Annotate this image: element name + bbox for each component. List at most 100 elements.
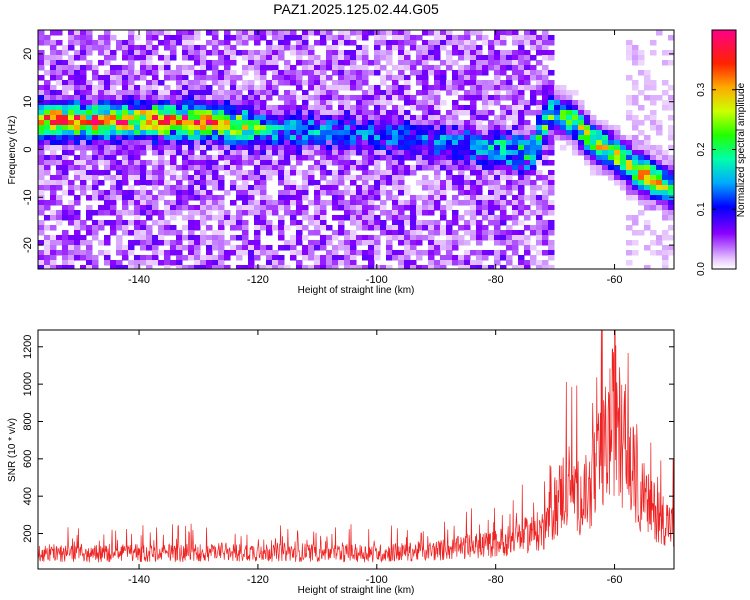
heatmap-cell xyxy=(272,265,279,269)
heatmap-cell xyxy=(326,45,333,51)
heatmap-cell xyxy=(176,125,183,131)
heatmap-cell xyxy=(338,55,345,61)
heatmap-cell xyxy=(266,205,273,211)
heatmap-cell xyxy=(542,65,549,71)
heatmap-cell xyxy=(440,75,447,81)
heatmap-cell xyxy=(200,205,207,211)
heatmap-cell xyxy=(266,115,273,121)
heatmap-cell xyxy=(218,120,225,126)
heatmap-cell xyxy=(116,115,123,121)
heatmap-cell xyxy=(158,190,165,196)
heatmap-cell xyxy=(668,185,674,191)
heatmap-cell xyxy=(410,45,417,51)
heatmap-cell xyxy=(482,90,489,96)
heatmap-cell xyxy=(260,130,267,136)
heatmap-cell xyxy=(308,95,315,101)
heatmap-cell xyxy=(50,95,57,101)
heatmap-cell xyxy=(170,70,177,76)
heatmap-cell xyxy=(68,210,75,216)
heatmap-cell xyxy=(512,85,519,91)
heatmap-cell xyxy=(122,155,129,161)
heatmap-cell xyxy=(422,195,429,201)
heatmap-cell xyxy=(536,170,543,176)
heatmap-cell xyxy=(338,130,345,136)
heatmap-cell xyxy=(158,230,165,236)
heatmap-cell xyxy=(50,240,57,246)
heatmap-cell xyxy=(650,125,657,131)
heatmap-cell xyxy=(446,245,453,251)
heatmap-cell xyxy=(44,155,51,161)
heatmap-cell xyxy=(644,140,651,146)
heatmap-cell xyxy=(44,130,51,136)
heatmap-cell xyxy=(74,80,81,86)
heatmap-cell xyxy=(320,225,327,231)
heatmap-cell xyxy=(536,35,543,41)
heatmap-cell xyxy=(374,225,381,231)
heatmap-cell xyxy=(110,140,117,146)
heatmap-cell xyxy=(356,135,363,141)
heatmap-cell xyxy=(194,140,201,146)
heatmap-cell xyxy=(50,250,57,256)
heatmap-cell xyxy=(542,70,549,76)
heatmap-cell xyxy=(518,55,525,61)
heatmap-cell xyxy=(332,135,339,141)
heatmap-cell xyxy=(290,100,297,106)
heatmap-cell xyxy=(230,125,237,131)
heatmap-cell xyxy=(476,85,483,91)
heatmap-cell xyxy=(128,140,135,146)
heatmap-cell xyxy=(92,140,99,146)
heatmap-cell xyxy=(428,125,435,131)
heatmap-cell xyxy=(62,170,69,176)
heatmap-cell xyxy=(140,85,147,91)
heatmap-cell xyxy=(524,170,531,176)
heatmap-cell xyxy=(188,255,195,261)
heatmap-cell xyxy=(206,115,213,121)
heatmap-cell xyxy=(572,135,579,141)
heatmap-cell xyxy=(512,165,519,171)
heatmap-cell xyxy=(170,75,177,81)
heatmap-cell xyxy=(362,205,369,211)
heatmap-cell xyxy=(422,115,429,121)
heatmap-cell xyxy=(230,35,237,41)
heatmap-cell xyxy=(476,175,483,181)
heatmap-cell xyxy=(290,115,297,121)
heatmap-cell xyxy=(500,115,507,121)
heatmap-cell xyxy=(386,245,393,251)
heatmap-cell xyxy=(182,215,189,221)
heatmap-cell xyxy=(470,250,477,256)
heatmap-cell xyxy=(428,70,435,76)
heatmap-cell xyxy=(494,35,501,41)
heatmap-cell xyxy=(272,65,279,71)
heatmap-cell xyxy=(638,130,645,136)
heatmap-cell xyxy=(548,100,555,106)
heatmap-cell xyxy=(182,35,189,41)
heatmap-cell xyxy=(578,145,585,151)
heatmap-cell xyxy=(530,200,537,206)
heatmap-cell xyxy=(566,95,573,101)
heatmap-cell xyxy=(164,105,171,111)
heatmap-cell xyxy=(398,200,405,206)
heatmap-cell xyxy=(80,105,87,111)
heatmap-cell xyxy=(482,265,489,269)
heatmap-cell xyxy=(74,50,81,56)
heatmap-cell xyxy=(302,60,309,66)
heatmap-cell xyxy=(662,80,669,86)
heatmap-cell xyxy=(464,210,471,216)
heatmap-cell xyxy=(104,105,111,111)
heatmap-cell xyxy=(50,105,57,111)
heatmap-cell xyxy=(548,85,555,91)
heatmap-cell xyxy=(152,210,159,216)
heatmap-cell xyxy=(368,240,375,246)
heatmap-cell xyxy=(356,185,363,191)
heatmap-cell xyxy=(74,185,81,191)
heatmap-cell xyxy=(50,30,57,36)
heatmap-cell xyxy=(158,110,165,116)
heatmap-cell xyxy=(134,155,141,161)
heatmap-cell xyxy=(404,245,411,251)
heatmap-cell xyxy=(230,220,237,226)
heatmap-cell xyxy=(530,125,537,131)
heatmap-cell xyxy=(560,115,567,121)
heatmap-cell xyxy=(572,90,579,96)
heatmap-cell xyxy=(530,30,537,36)
heatmap-cell xyxy=(170,50,177,56)
